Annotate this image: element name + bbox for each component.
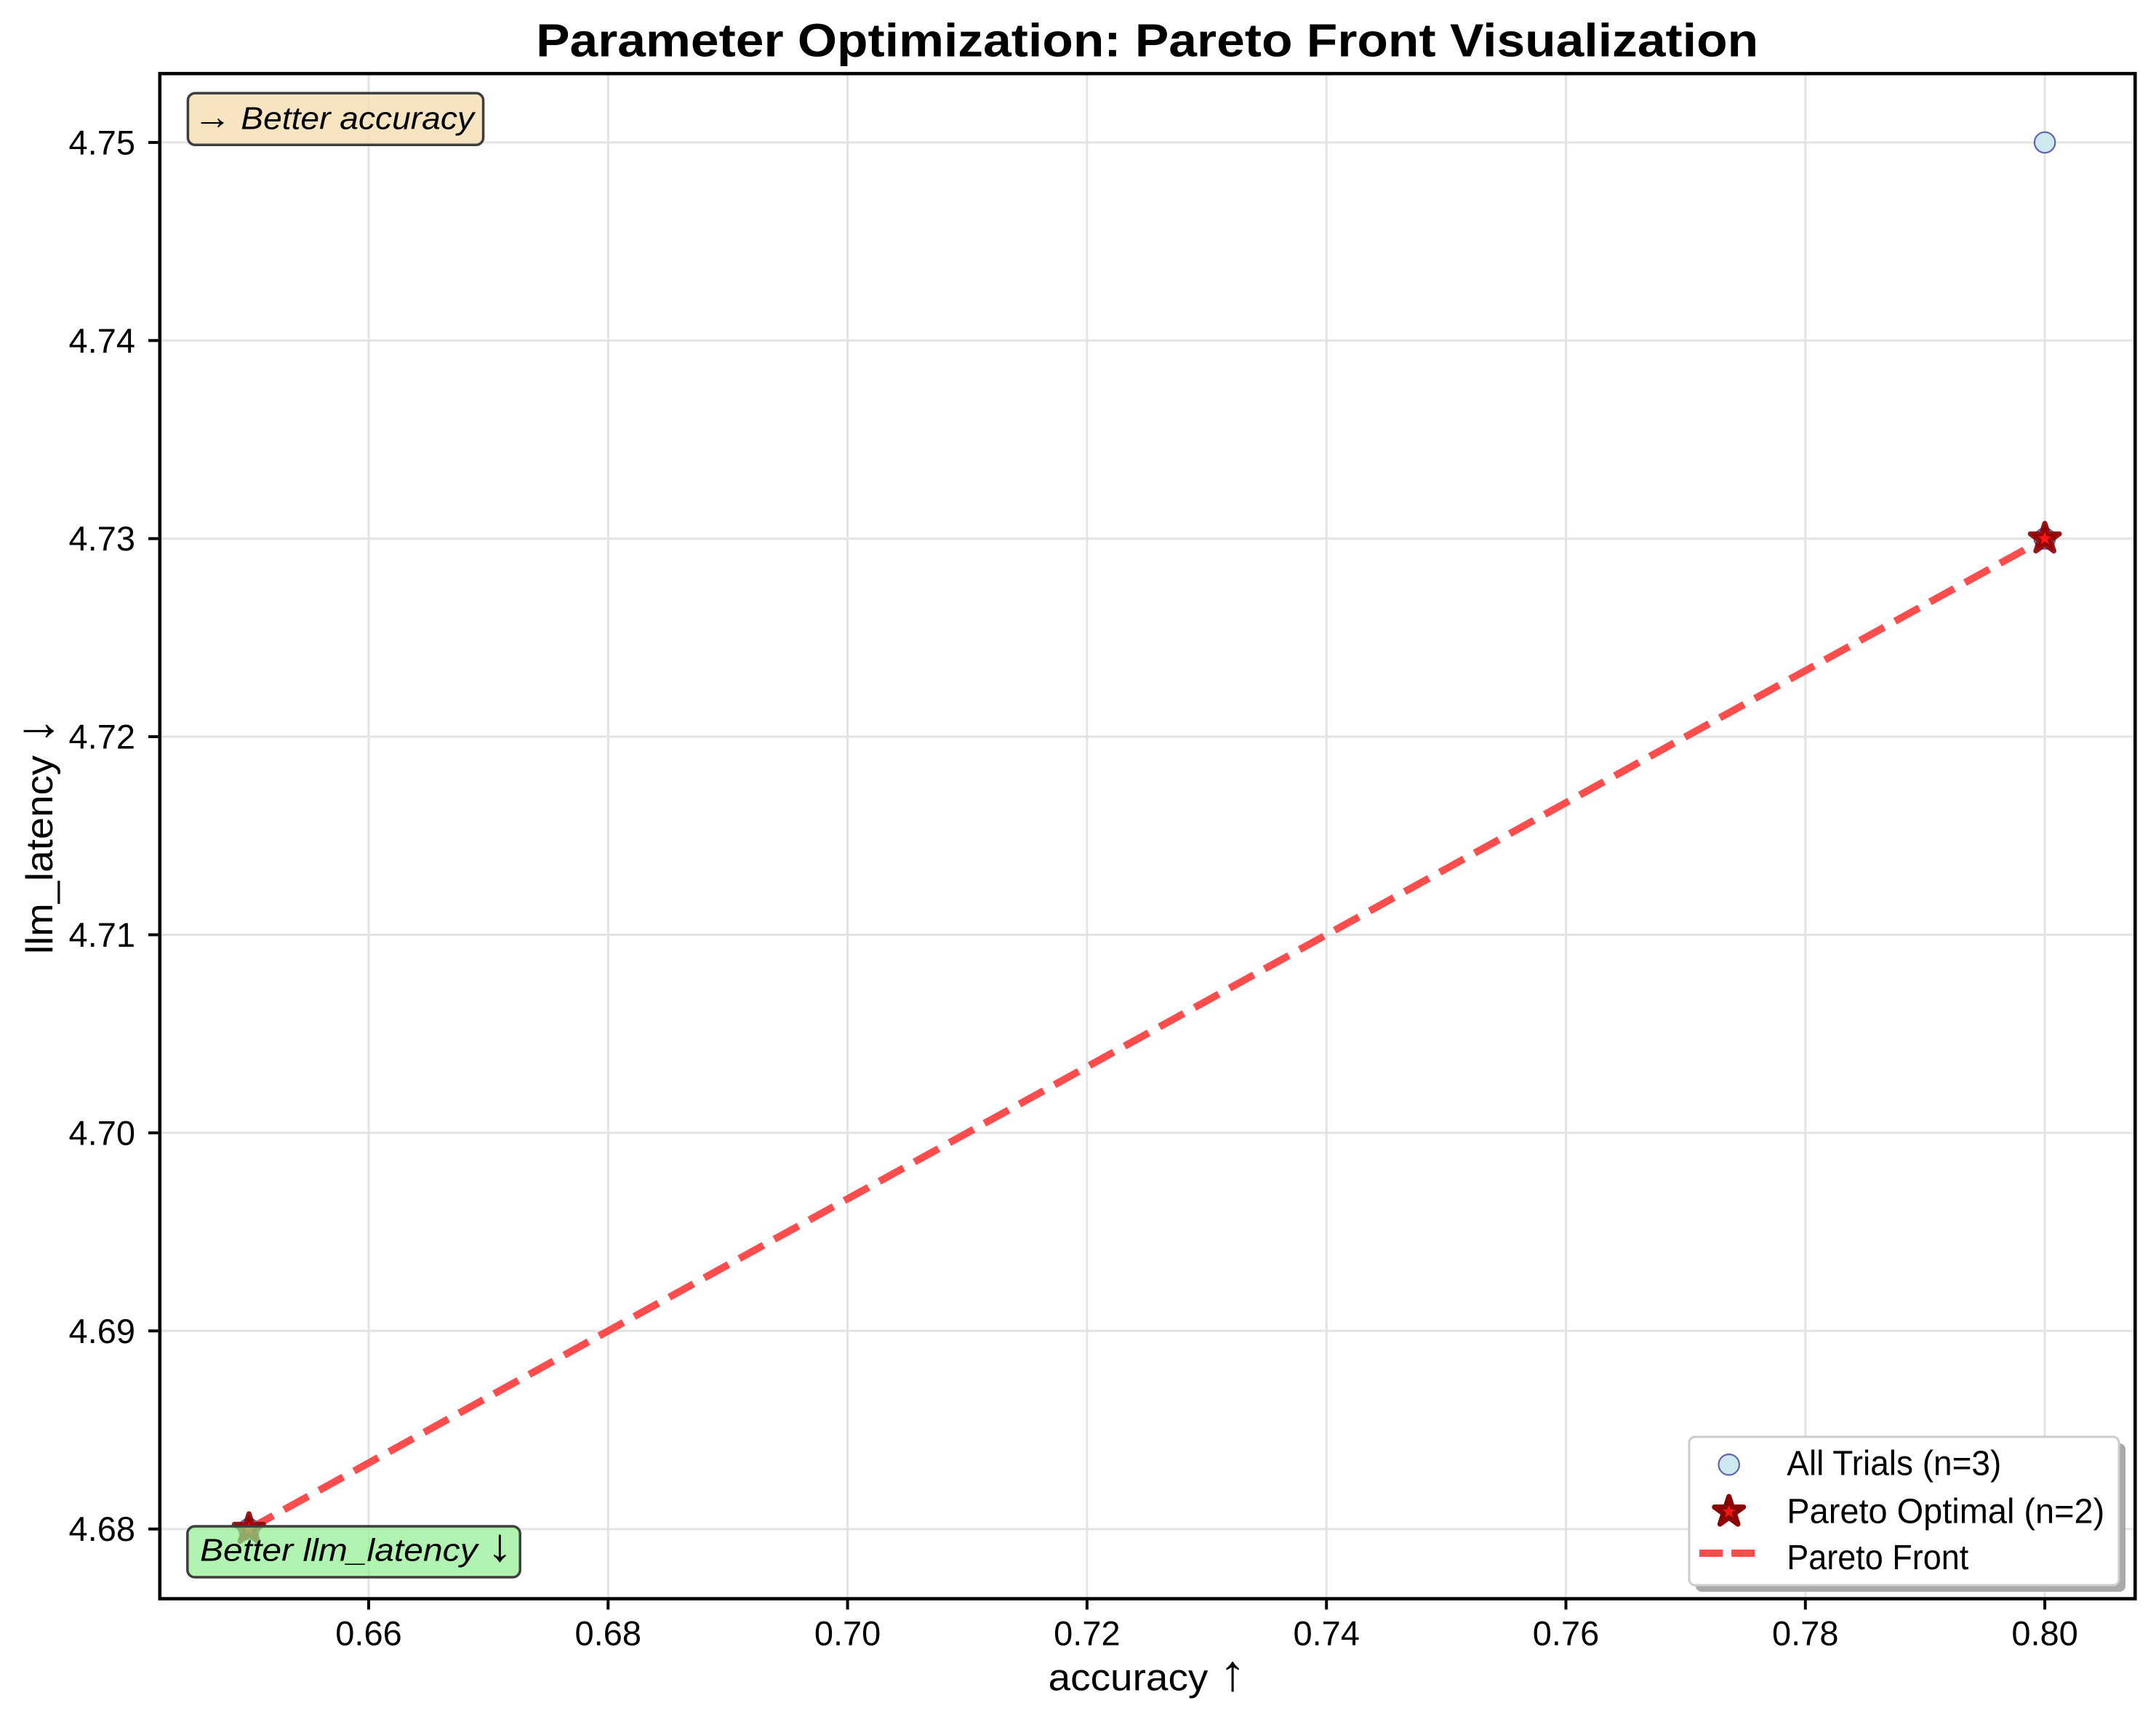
svg-text:4.71: 4.71 [69,915,135,954]
svg-text:Parameter Optimization: Pareto: Parameter Optimization: Pareto Front Vis… [536,15,1758,67]
svg-text:Pareto Optimal (n=2): Pareto Optimal (n=2) [1787,1492,2104,1531]
svg-text:4.74: 4.74 [69,321,135,360]
svg-text:4.72: 4.72 [69,718,135,756]
svg-text:4.69: 4.69 [69,1312,135,1350]
svg-text:4.73: 4.73 [69,519,135,558]
svg-text:0.76: 0.76 [1533,1614,1599,1653]
svg-text:4.75: 4.75 [69,123,135,161]
svg-text:4.68: 4.68 [69,1510,135,1548]
svg-text:0.68: 0.68 [575,1614,641,1653]
svg-text:0.66: 0.66 [335,1614,401,1653]
svg-text:Pareto Front: Pareto Front [1787,1539,1968,1577]
svg-text:4.70: 4.70 [69,1113,135,1152]
svg-text:0.78: 0.78 [1772,1614,1838,1653]
svg-text:0.80: 0.80 [2011,1614,2077,1653]
svg-text:All Trials (n=3): All Trials (n=3) [1787,1445,2001,1483]
svg-text:0.74: 0.74 [1293,1614,1359,1653]
svg-text:→ Better accuracy: → Better accuracy [193,97,476,137]
svg-text:0.72: 0.72 [1054,1614,1120,1653]
svg-text:0.70: 0.70 [814,1614,881,1653]
